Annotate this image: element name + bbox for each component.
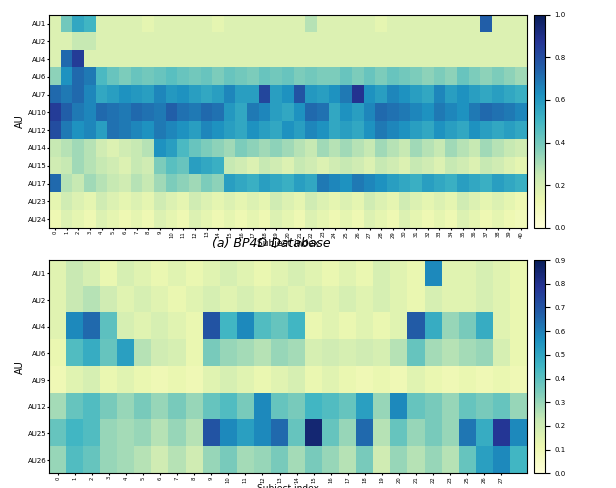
Y-axis label: AU: AU: [15, 360, 25, 373]
Text: (a) BP4D Database: (a) BP4D Database: [212, 238, 330, 250]
X-axis label: Subject index: Subject index: [257, 484, 319, 488]
Y-axis label: AU: AU: [15, 115, 25, 128]
X-axis label: Subject index: Subject index: [257, 239, 319, 248]
